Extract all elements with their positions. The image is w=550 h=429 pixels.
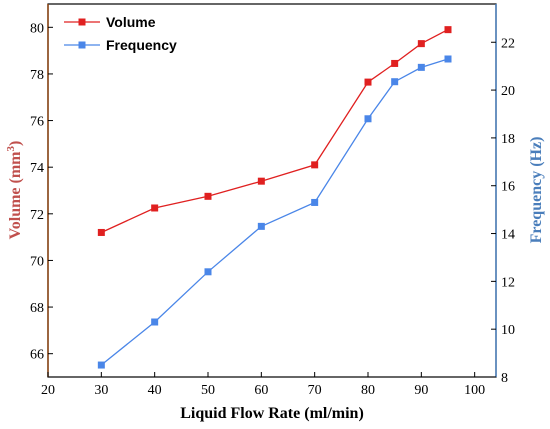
x-tick-label: 60 [254, 383, 268, 398]
right-tick-label: 8 [501, 371, 508, 386]
frequency-point [204, 268, 212, 276]
left-tick-label: 66 [30, 348, 44, 363]
frequency-point [444, 55, 452, 63]
volume-point [444, 26, 452, 34]
x-axis-ticks: 20 30 40 50 60 70 80 90 100 [41, 372, 485, 398]
right-tick-label: 20 [501, 84, 515, 99]
volume-point [257, 177, 265, 185]
left-tick-label: 68 [30, 301, 44, 316]
right-tick-label: 22 [501, 36, 515, 51]
frequency-point [417, 63, 425, 71]
x-tick-label: 100 [464, 383, 485, 398]
legend-volume-label: Volume [106, 14, 156, 30]
frequency-point [311, 198, 319, 206]
volume-point [97, 228, 105, 236]
left-axis-ticks: 66 68 70 72 74 76 78 80 [30, 21, 53, 363]
volume-point [204, 192, 212, 200]
left-tick-label: 80 [30, 21, 44, 36]
left-tick-label: 76 [30, 115, 44, 130]
volume-point [417, 40, 425, 48]
right-tick-label: 12 [501, 275, 515, 290]
left-tick-label: 78 [30, 68, 44, 83]
x-tick-label: 40 [148, 383, 162, 398]
left-axis-title: Volume (mm3) [5, 141, 24, 240]
plot-frame [47, 3, 497, 378]
x-axis-title: Liquid Flow Rate (ml/min) [180, 405, 364, 422]
frequency-point [97, 361, 105, 369]
volume-point [311, 161, 319, 169]
left-tick-label: 70 [30, 254, 44, 269]
frequency-point [151, 318, 159, 326]
left-tick-label: 74 [30, 161, 44, 176]
legend-volume-marker [78, 18, 86, 26]
x-tick-label: 20 [41, 383, 55, 398]
frequency-point [257, 222, 265, 230]
legend: Volume Frequency [64, 14, 177, 53]
x-tick-label: 30 [94, 383, 108, 398]
right-tick-label: 14 [501, 228, 515, 243]
volume-point [151, 204, 159, 212]
right-tick-label: 18 [501, 132, 515, 147]
right-axis-title: Frequency (Hz) [528, 137, 545, 244]
legend-frequency-marker [78, 41, 86, 49]
x-tick-label: 90 [414, 383, 428, 398]
right-tick-label: 16 [501, 180, 515, 195]
left-tick-label: 72 [30, 208, 44, 223]
x-tick-label: 70 [308, 383, 322, 398]
right-axis-ticks: 8 10 12 14 16 18 20 22 [491, 36, 515, 386]
frequency-point [364, 115, 372, 123]
frequency-point [391, 78, 399, 86]
right-tick-label: 10 [501, 323, 515, 338]
legend-frequency-label: Frequency [106, 37, 177, 53]
volume-point [364, 78, 372, 86]
x-tick-label: 50 [201, 383, 215, 398]
volume-point [391, 59, 399, 67]
series-layer [97, 26, 452, 369]
x-tick-label: 80 [361, 383, 375, 398]
